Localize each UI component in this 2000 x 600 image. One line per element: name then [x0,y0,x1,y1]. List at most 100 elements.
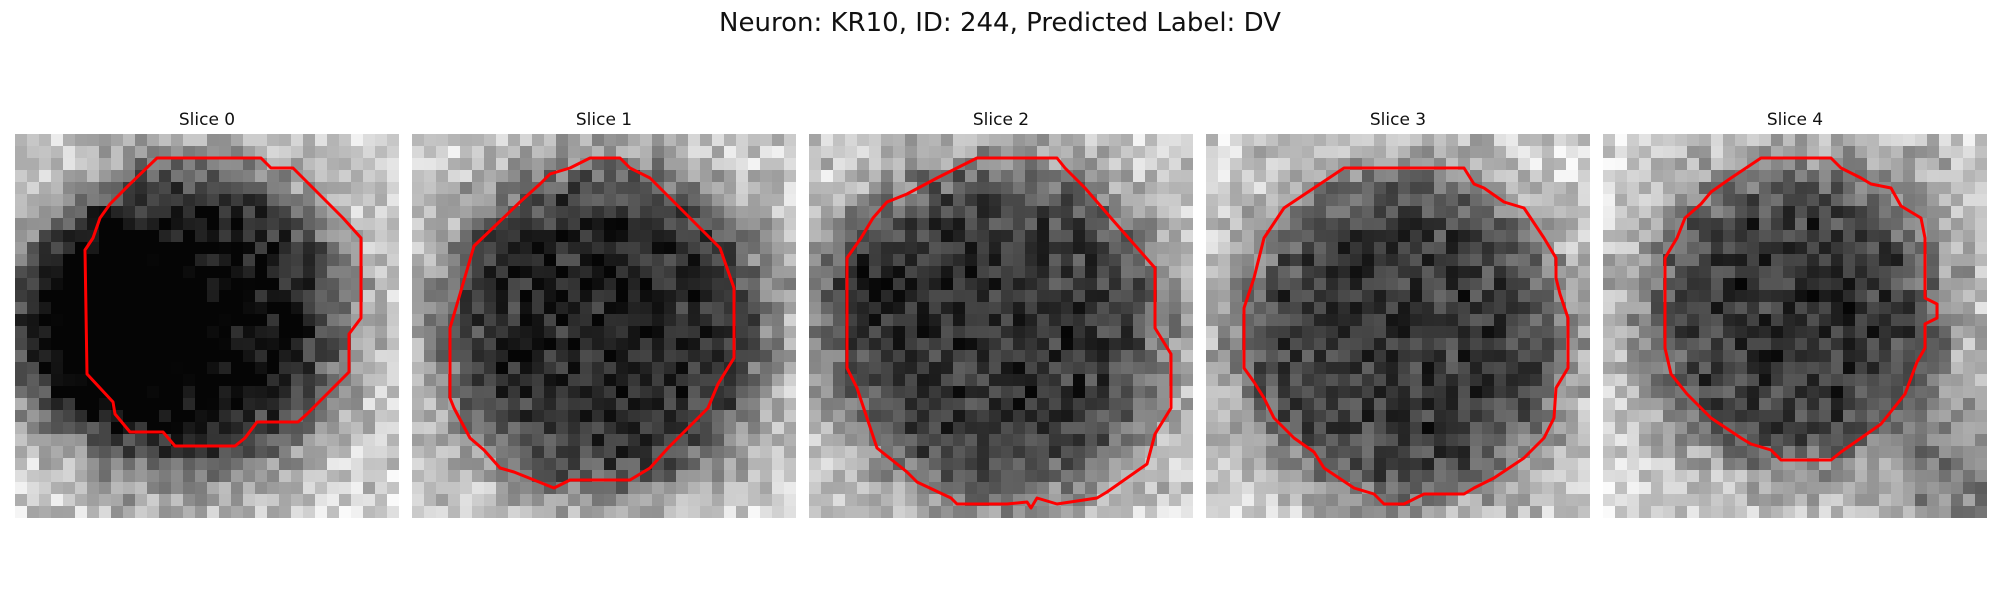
image-pixel [580,422,593,435]
image-pixel [1578,374,1590,387]
image-pixel [1133,422,1146,435]
image-pixel [1963,302,1976,315]
image-pixel [508,422,521,435]
image-pixel [111,374,124,387]
image-pixel [1314,386,1327,399]
image-pixel [784,182,796,195]
image-pixel [315,374,328,387]
image-pixel [1867,218,1880,231]
image-pixel [1783,410,1796,423]
image-pixel [207,182,220,195]
image-pixel [1181,170,1193,183]
image-pixel [39,170,52,183]
image-pixel [1566,182,1579,195]
image-pixel [1386,254,1399,267]
image-pixel [833,182,846,195]
image-pixel [1518,254,1531,267]
image-pixel [1506,338,1519,351]
image-pixel [27,218,40,231]
image-pixel [1206,194,1219,207]
image-pixel [303,494,316,507]
image-pixel [1915,158,1928,171]
image-pixel [87,482,100,495]
image-pixel [327,266,340,279]
image-pixel [809,170,822,183]
image-pixel [51,242,64,255]
image-pixel [1566,446,1579,459]
image-pixel [15,254,28,267]
image-pixel [760,278,773,291]
image-pixel [1266,158,1279,171]
image-pixel [905,362,918,375]
image-pixel [1085,278,1098,291]
image-pixel [1073,230,1086,243]
image-pixel [1169,422,1182,435]
image-pixel [484,278,497,291]
image-pixel [1049,458,1062,471]
image-pixel [941,314,954,327]
image-pixel [736,434,749,447]
image-pixel [1169,458,1182,471]
image-pixel [436,458,449,471]
image-pixel [953,506,966,518]
image-pixel [712,182,725,195]
image-pixel [460,134,473,147]
image-pixel [171,374,184,387]
image-pixel [784,134,796,147]
image-pixel [1230,458,1243,471]
image-pixel [1939,206,1952,219]
image-pixel [1025,398,1038,411]
image-pixel [303,194,316,207]
image-pixel [1242,146,1255,159]
image-pixel [1422,362,1435,375]
image-pixel [147,386,160,399]
image-pixel [231,206,244,219]
image-pixel [1157,446,1170,459]
image-pixel [556,362,569,375]
image-pixel [27,194,40,207]
image-pixel [1386,194,1399,207]
image-pixel [195,446,208,459]
image-pixel [1218,194,1231,207]
image-pixel [135,146,148,159]
image-pixel [472,338,485,351]
image-pixel [51,290,64,303]
image-pixel [905,134,918,147]
image-pixel [279,230,292,243]
image-pixel [977,230,990,243]
image-pixel [1374,446,1387,459]
image-pixel [1759,278,1772,291]
image-pixel [1109,302,1122,315]
image-pixel [1603,170,1616,183]
image-pixel [375,242,388,255]
image-pixel [809,386,822,399]
image-pixel [1001,398,1014,411]
image-pixel [315,314,328,327]
image-pixel [1362,458,1375,471]
image-pixel [375,338,388,351]
image-pixel [1422,314,1435,327]
image-pixel [1831,146,1844,159]
image-pixel [1771,314,1784,327]
image-pixel [1037,350,1050,363]
image-pixel [1133,506,1146,518]
image-pixel [123,146,136,159]
image-pixel [1230,134,1243,147]
image-pixel [1759,422,1772,435]
image-pixel [688,314,701,327]
image-pixel [267,254,280,267]
image-pixel [1951,362,1964,375]
image-pixel [99,242,112,255]
image-pixel [1254,338,1267,351]
image-pixel [1578,446,1590,459]
image-pixel [472,206,485,219]
image-pixel [857,158,870,171]
image-pixel [1843,218,1856,231]
image-pixel [1109,194,1122,207]
image-pixel [652,254,665,267]
image-pixel [159,314,172,327]
image-pixel [1290,290,1303,303]
image-pixel [1085,326,1098,339]
image-pixel [640,338,653,351]
image-pixel [700,242,713,255]
